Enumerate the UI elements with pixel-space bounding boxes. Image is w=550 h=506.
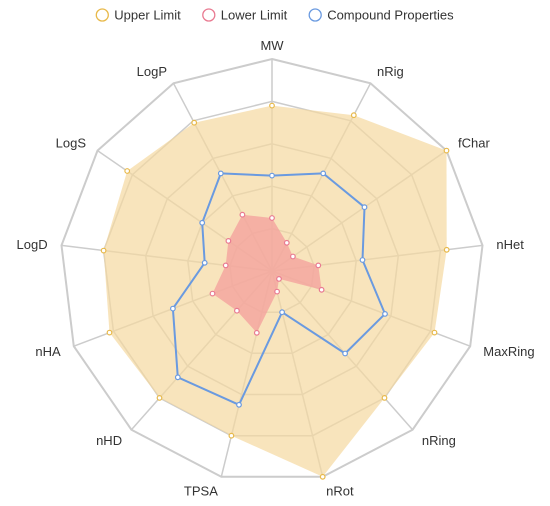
legend-marker-compound-properties [308, 8, 322, 22]
point-compound-properties-logs [199, 219, 206, 226]
point-compound-properties-tpsa [236, 401, 242, 408]
axis-labels: MW nRig fChar nHet MaxRing nRing nRot TPSA nHD nH… [17, 38, 535, 498]
point-upper-limit-nha [106, 329, 113, 336]
legend-item-lower-limit[interactable]: Lower Limit [202, 8, 288, 23]
series-compound-properties [169, 170, 388, 408]
series-lower-limit [209, 211, 325, 336]
point-compound-properties-nrot [279, 309, 286, 316]
point-compound-properties-nha [169, 305, 176, 312]
point-upper-limit-logd [100, 247, 107, 254]
point-upper-limit-nrig [350, 112, 357, 119]
legend-label-compound-properties: Compound Properties [327, 8, 454, 23]
axis-label-nhet: nHet [496, 237, 524, 252]
point-lower-limit-nhd [233, 307, 240, 314]
point-upper-limit-maxring [431, 329, 438, 336]
point-compound-properties-logp [217, 170, 224, 177]
point-lower-limit-nha [209, 290, 216, 297]
series-area-lower-limit [212, 214, 322, 333]
point-upper-limit-nhd [156, 395, 163, 401]
point-compound-properties-nhet [359, 257, 366, 263]
series-line-compound-properties [171, 172, 386, 406]
point-lower-limit-nrig [283, 239, 290, 246]
point-compound-properties-maxring [382, 311, 388, 317]
series-layer [100, 102, 450, 480]
legend-marker-upper-limit [95, 8, 109, 22]
point-lower-limit-nrot [274, 288, 281, 295]
grid-ring-5 [60, 57, 484, 478]
point-compound-properties-nhd [174, 374, 181, 381]
point-compound-properties-logd [201, 259, 208, 266]
point-upper-limit-logp [191, 119, 198, 126]
point-lower-limit-maxring [318, 286, 325, 293]
axis-label-nhd: nHD [96, 433, 122, 448]
point-upper-limit-logs [124, 168, 131, 174]
axis-label-maxring: MaxRing [483, 344, 534, 359]
point-lower-limit-logp [239, 211, 246, 218]
point-upper-limit-nring [381, 395, 388, 401]
legend-marker-lower-limit [202, 8, 216, 22]
legend-label-lower-limit: Lower Limit [221, 8, 288, 23]
axis-label-logs: LogS [56, 136, 87, 151]
point-lower-limit-tpsa [253, 329, 260, 336]
axis-label-nring: nRing [422, 433, 456, 448]
point-compound-properties-nrig [320, 170, 327, 177]
point-compound-properties-fchar [361, 204, 368, 211]
point-upper-limit-fchar [443, 147, 450, 154]
axis-label-logd: LogD [17, 237, 48, 252]
legend-item-upper-limit[interactable]: Upper Limit [95, 8, 181, 23]
point-compound-properties-nring [342, 350, 349, 357]
point-lower-limit-logd [222, 262, 229, 269]
point-lower-limit-nhet [315, 262, 322, 269]
point-lower-limit-logs [225, 237, 232, 244]
point-upper-limit-nrot [319, 473, 326, 480]
legend-label-upper-limit: Upper Limit [114, 8, 181, 23]
point-lower-limit-fchar [290, 253, 296, 260]
axis-label-logp: LogP [137, 64, 167, 79]
axis-label-fchar: fChar [458, 136, 490, 151]
point-compound-properties-mw [269, 172, 275, 179]
legend: Upper Limit Lower Limit Compound Propertie… [95, 8, 454, 23]
point-lower-limit-nring [276, 276, 282, 282]
point-upper-limit-nhet [443, 246, 450, 253]
point-upper-limit-mw [269, 102, 275, 109]
axis-label-tpsa: TPSA [184, 483, 218, 498]
point-upper-limit-tpsa [228, 432, 235, 439]
legend-item-compound-properties[interactable]: Compound Properties [308, 8, 454, 23]
axis-label-nrig: nRig [377, 64, 404, 79]
axis-label-nrot: nRot [326, 483, 354, 498]
axis-label-mw: MW [260, 38, 284, 53]
axis-label-nha: nHA [35, 344, 61, 359]
point-lower-limit-mw [269, 215, 275, 221]
